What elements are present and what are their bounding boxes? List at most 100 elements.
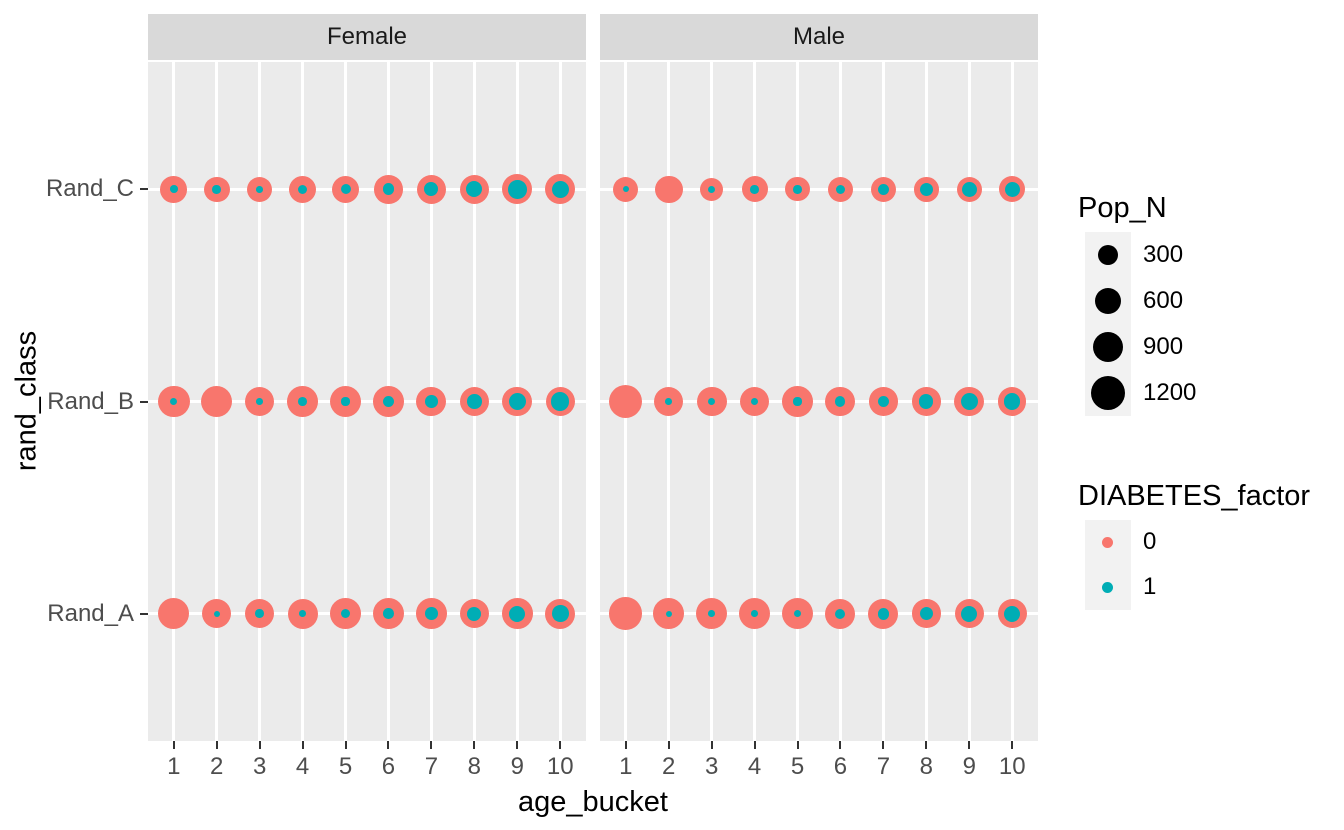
- bubble-factor1: [170, 397, 178, 406]
- bubble-factor1: [551, 180, 569, 199]
- x-tick-mark: [258, 741, 261, 749]
- bubble-factor1: [382, 183, 395, 196]
- x-tick-label: 4: [295, 753, 310, 780]
- bubble-factor1: [1004, 181, 1020, 197]
- size-legend-label-300: 300: [1143, 241, 1184, 268]
- x-tick-label: 10: [998, 753, 1026, 780]
- bubble-factor1: [793, 397, 802, 406]
- x-tick-label: 9: [510, 753, 524, 780]
- bubble-factor1: [425, 395, 438, 408]
- bubble-factor1: [707, 185, 716, 194]
- bubble-factor1: [383, 608, 394, 619]
- bubble-factor1: [961, 181, 977, 197]
- size-legend-title: Pop_N: [1078, 192, 1167, 224]
- bubble-factor1: [793, 609, 802, 618]
- bubble-factor1: [877, 395, 890, 408]
- x-tick-label: 8: [467, 753, 482, 780]
- gridline-horizontal: [600, 400, 1038, 403]
- bubble-factor1: [919, 182, 934, 196]
- size-legend-circle-icon: [1092, 331, 1124, 363]
- gridline-horizontal: [148, 187, 586, 191]
- x-tick-label: 8: [919, 753, 934, 780]
- x-tick-mark: [344, 741, 347, 749]
- bubble-factor1: [665, 398, 672, 405]
- bubble-factor1: [508, 392, 527, 411]
- bubble-factor1: [340, 184, 351, 195]
- bubble-factor1: [1004, 393, 1021, 410]
- bubble-factor1: [341, 397, 350, 406]
- bubble-factor1: [509, 605, 526, 622]
- x-tick-label: 2: [210, 753, 224, 780]
- x-tick-mark: [215, 741, 218, 749]
- bubble-factor1: [256, 186, 263, 193]
- x-tick-mark: [172, 741, 175, 749]
- color-legend-label-1: 1: [1143, 573, 1157, 600]
- gridline-horizontal: [600, 187, 1038, 191]
- x-tick-mark: [430, 741, 433, 749]
- x-tick-mark: [753, 741, 756, 749]
- x-axis-title: age_bucket: [518, 786, 668, 818]
- bubble-factor1: [835, 184, 846, 195]
- bubble-factor1: [466, 181, 483, 198]
- factor0-legend-dot-icon: [1102, 537, 1113, 548]
- size-legend-circle-icon: [1097, 244, 1118, 265]
- bubble-factor1: [169, 185, 178, 194]
- bubble-factor1: [297, 184, 308, 195]
- bubble-factor1: [467, 394, 482, 409]
- x-tick-mark: [796, 741, 799, 749]
- bubble-factor1: [298, 397, 307, 406]
- x-tick-label: 6: [381, 753, 396, 780]
- bubble-factor1: [919, 394, 934, 409]
- x-tick-mark: [559, 741, 562, 749]
- bubble-factor1: [793, 185, 802, 194]
- bubble-factor1: [256, 398, 263, 405]
- factor1-legend-dot-icon: [1102, 582, 1113, 593]
- y-tick-label: Rand_C: [45, 175, 134, 203]
- x-tick-label: 9: [962, 753, 976, 780]
- facet-strip-male: Male: [600, 14, 1038, 60]
- bubble-factor1: [877, 183, 889, 195]
- color-legend-key-background: [1085, 520, 1131, 610]
- x-tick-mark: [1011, 741, 1014, 749]
- size-legend-label-900: 900: [1143, 333, 1184, 360]
- x-tick-label: 4: [747, 753, 762, 780]
- bubble-factor0: [654, 175, 683, 204]
- bubble-factor0: [200, 385, 233, 418]
- x-tick-label: 7: [876, 753, 891, 780]
- bubble-factor1: [551, 605, 569, 622]
- bubble-factor1: [299, 610, 306, 617]
- panel-male: [600, 62, 1038, 741]
- bubble-factor1: [665, 610, 672, 617]
- x-tick-mark: [516, 741, 519, 749]
- y-tick-mark: [140, 188, 148, 191]
- bubble-factor1: [750, 397, 759, 406]
- bubble-factor1: [919, 606, 934, 621]
- size-legend-label-1200: 1200: [1143, 379, 1197, 406]
- bubble-factor1: [877, 607, 890, 620]
- bubble-factor0: [609, 384, 643, 419]
- gridline-horizontal: [148, 612, 586, 616]
- bubble-factor1: [751, 610, 758, 617]
- x-tick-mark: [624, 741, 627, 749]
- color-legend-title: DIABETES_factor: [1078, 480, 1311, 512]
- facet-strip-female: Female: [148, 14, 586, 60]
- y-tick-label: Rand_A: [47, 599, 134, 627]
- gridline-horizontal: [600, 612, 1038, 616]
- x-tick-mark: [473, 741, 476, 749]
- bubble-factor1: [1004, 605, 1021, 622]
- y-axis-title: rand_class: [10, 330, 43, 472]
- bubble-factor1: [508, 180, 527, 199]
- x-tick-mark: [710, 741, 713, 749]
- bubble-factor1: [382, 396, 394, 407]
- x-tick-label: 5: [338, 753, 353, 780]
- bubble-factor1: [424, 182, 439, 197]
- x-tick-label: 6: [833, 753, 848, 780]
- x-tick-label: 7: [424, 753, 439, 780]
- x-tick-mark: [968, 741, 971, 749]
- bubble-factor1: [835, 608, 846, 619]
- y-tick-mark: [140, 400, 148, 403]
- bubble-factor1: [622, 186, 629, 193]
- x-tick-label: 3: [252, 753, 267, 780]
- bubble-factor1: [835, 396, 846, 407]
- x-tick-mark: [387, 741, 390, 749]
